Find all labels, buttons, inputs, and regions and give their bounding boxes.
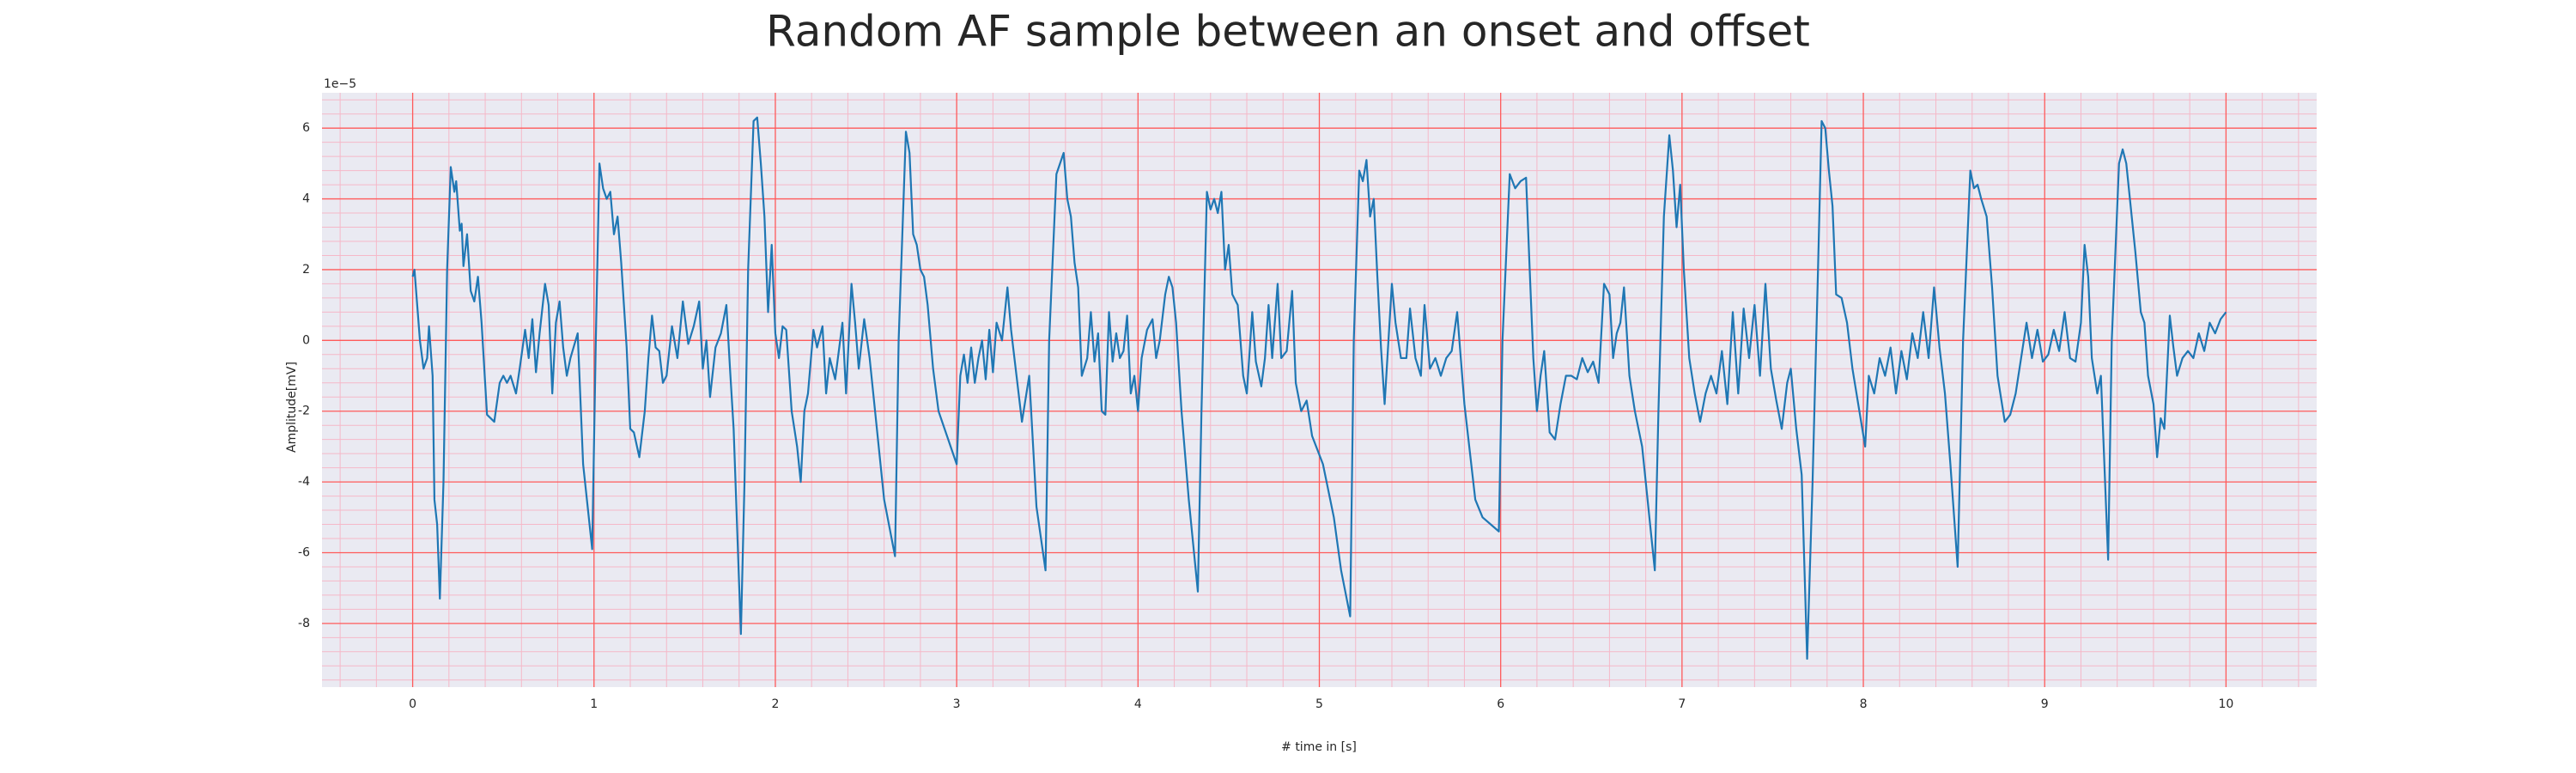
x-tick-label: 4 bbox=[1134, 697, 1142, 711]
x-tick-label: 6 bbox=[1497, 697, 1504, 711]
x-tick-label: 9 bbox=[2041, 697, 2049, 711]
y-tick-label: -6 bbox=[298, 545, 310, 559]
y-tick-label: -8 bbox=[298, 617, 310, 630]
x-tick-label: 0 bbox=[409, 697, 416, 711]
y-tick-label: 6 bbox=[302, 121, 310, 135]
y-tick-label: 2 bbox=[302, 263, 310, 277]
x-tick-label: 8 bbox=[1860, 697, 1868, 711]
x-tick-label: 7 bbox=[1678, 697, 1686, 711]
chart-title: Random AF sample between an onset and of… bbox=[766, 7, 1810, 57]
y-axis-label: Amplitude[mV] bbox=[285, 362, 299, 453]
y-tick-label: -2 bbox=[298, 405, 310, 418]
y-offset-label: 1e−5 bbox=[324, 77, 356, 91]
signal-line bbox=[411, 116, 2227, 660]
x-tick-label: 2 bbox=[771, 697, 779, 711]
x-tick-label: 3 bbox=[953, 697, 961, 711]
y-tick-label: 4 bbox=[302, 192, 310, 206]
y-tick-label: 0 bbox=[302, 333, 310, 347]
x-tick-label: 10 bbox=[2218, 697, 2233, 711]
x-tick-label: 1 bbox=[590, 697, 598, 711]
x-tick-label: 5 bbox=[1315, 697, 1323, 711]
x-axis-label: # time in [s] bbox=[1281, 740, 1357, 754]
y-tick-label: -4 bbox=[298, 475, 310, 489]
plot-area bbox=[322, 93, 2317, 687]
